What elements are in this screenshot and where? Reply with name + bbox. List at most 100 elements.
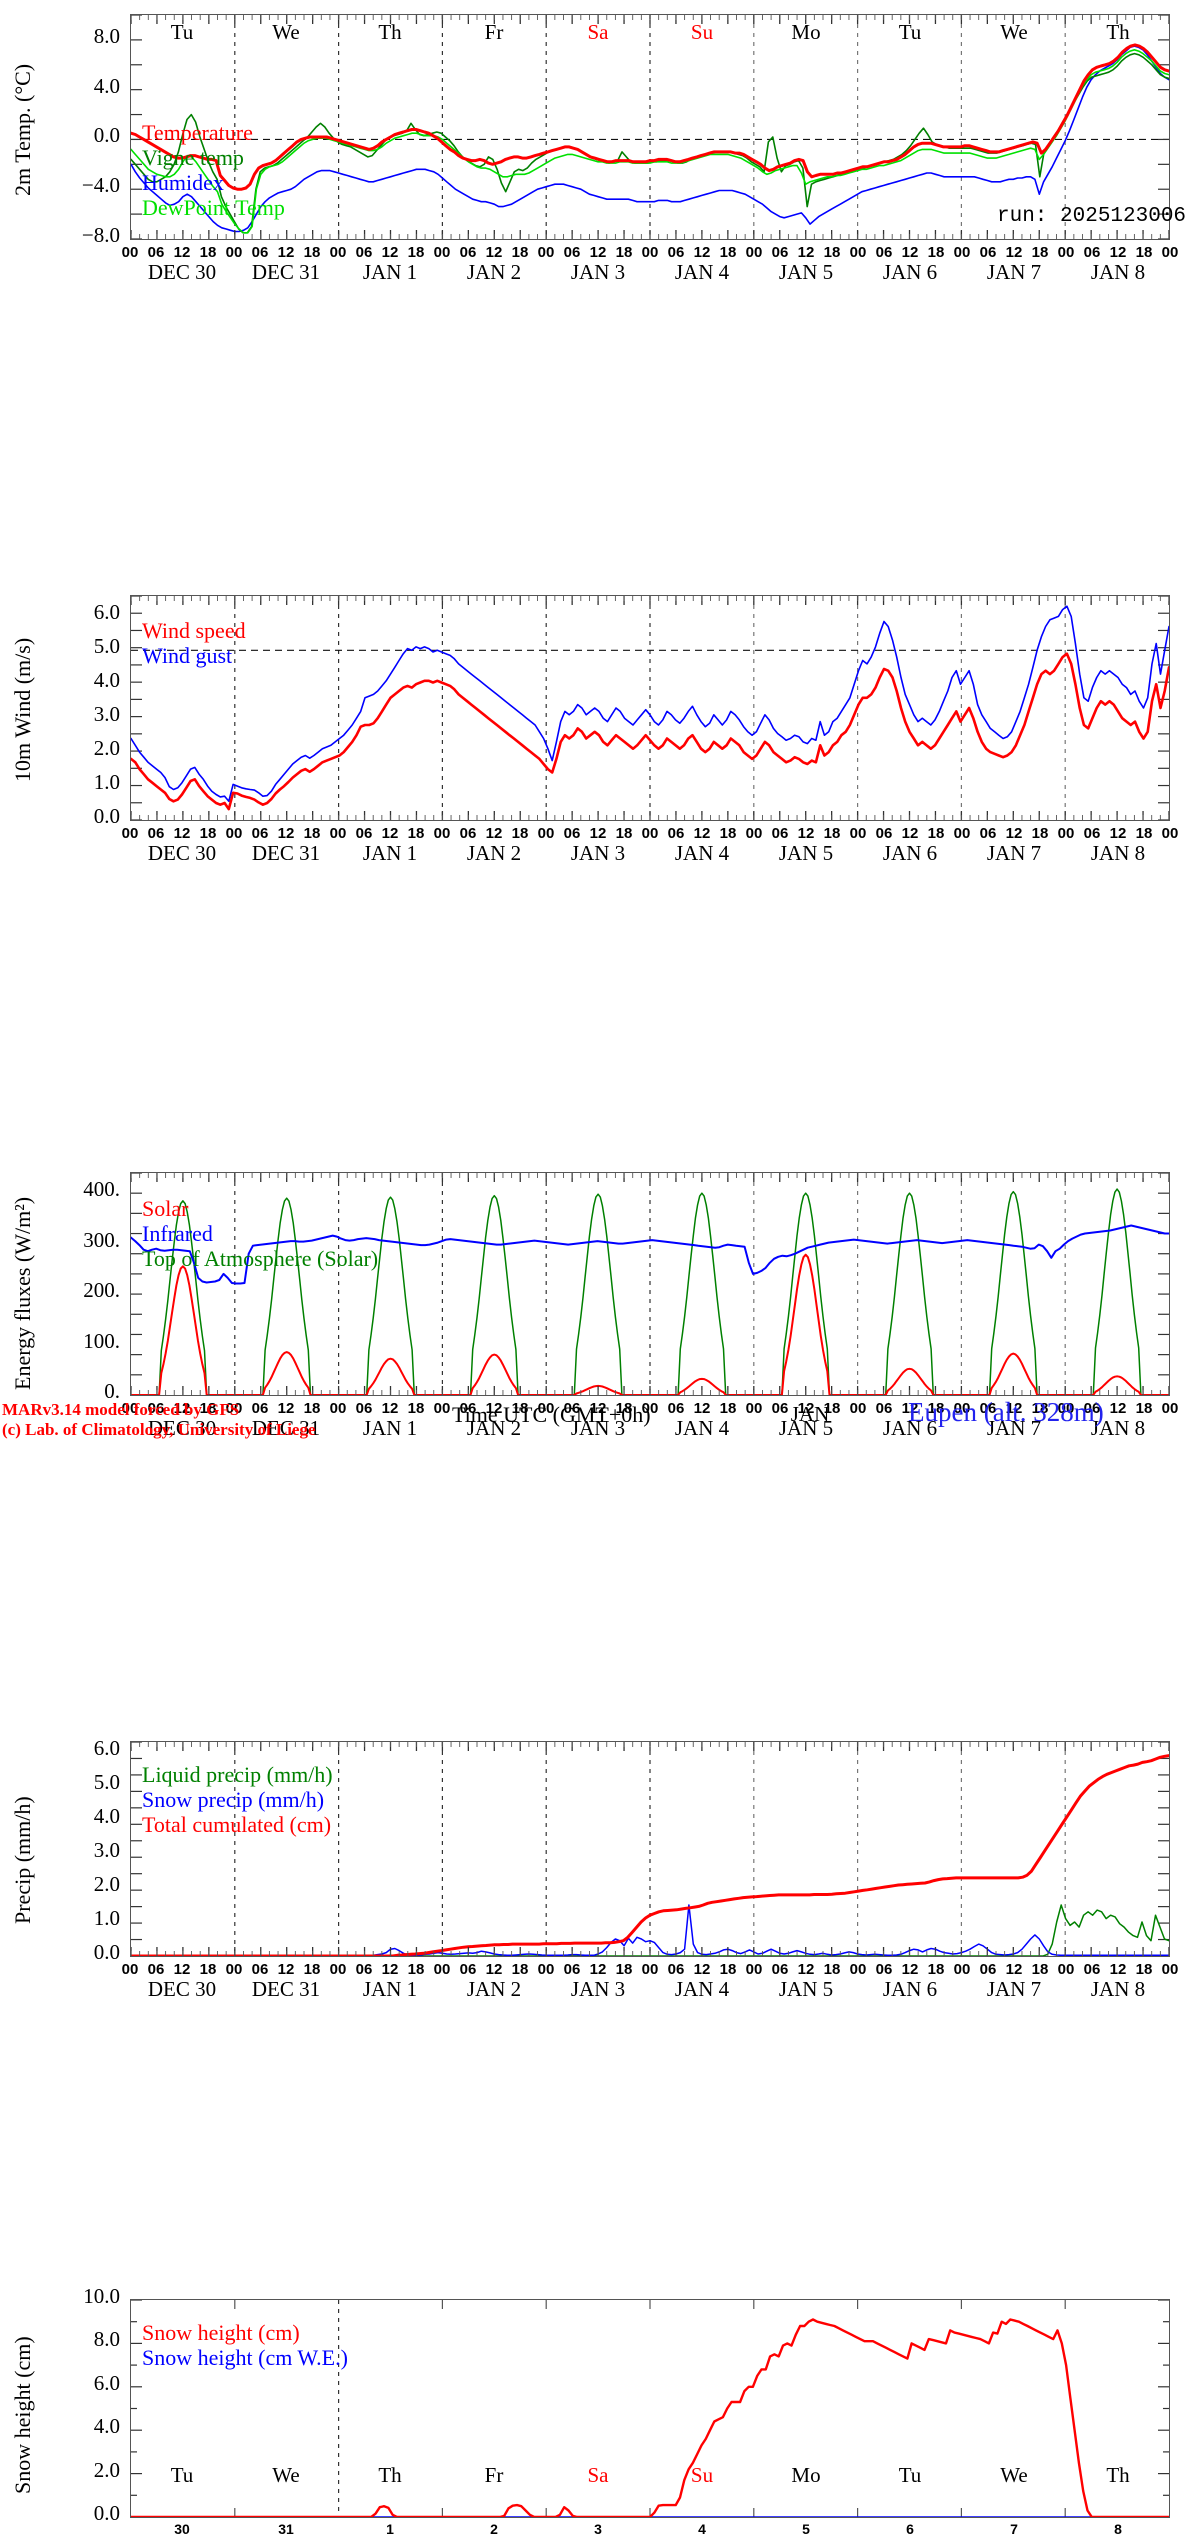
x-tick-hour: 06 [667, 1400, 685, 1417]
x-tick-hour: 12 [277, 1400, 295, 1417]
x-tick-hour: 12 [693, 1961, 711, 1978]
x-tick-hour: 06 [875, 825, 893, 842]
x-tick-hour: 00 [641, 1400, 659, 1417]
legend-energy: Solar Infrared Top of Atmosphere (Solar) [142, 1196, 378, 1271]
x-tick-hour: 06 [979, 244, 997, 261]
x-tick-hour: 18 [1135, 825, 1153, 842]
snow-day-name-th: Th [1106, 2463, 1130, 2487]
x-tick-hour: 00 [745, 1400, 763, 1417]
x-tick-day-number: 6 [906, 2521, 914, 2537]
x-tick-hour: 06 [563, 1400, 581, 1417]
x-tick-hour: 18 [1135, 1400, 1153, 1417]
legend-item-snow-precip: Snow precip (mm/h) [142, 1787, 325, 1812]
x-tick-hour: 00 [329, 1400, 347, 1417]
y-tick-wind: 4.0 [93, 668, 120, 693]
x-tick-hour: 00 [225, 1961, 243, 1978]
legend-item-total-cumulated: Total cumulated (cm) [142, 1812, 332, 1837]
x-tick-hour: 18 [511, 825, 529, 842]
x-tick-hour: 00 [745, 825, 763, 842]
x-tick-hour: 00 [1057, 825, 1075, 842]
x-tick-hour: 12 [173, 825, 191, 842]
x-tick-day-number: 7 [1010, 2521, 1018, 2537]
temperature-plot [131, 15, 1169, 239]
x-tick-hour: 00 [953, 825, 971, 842]
x-tick-hour: 18 [407, 244, 425, 261]
x-tick-hour: 06 [147, 1961, 165, 1978]
axis-label-precip: Precip (mm/h) [10, 1796, 35, 1924]
plot-frame-wind [130, 595, 1170, 821]
x-label-day: JAN 8 [1090, 1416, 1146, 1440]
x-tick-hour: 06 [1083, 244, 1101, 261]
x-tick-hour: 12 [901, 825, 919, 842]
legend-item-wind-speed: Wind speed [142, 618, 246, 643]
x-tick-hour: 00 [849, 244, 867, 261]
x-tick-hour: 12 [1005, 1400, 1023, 1417]
x-tick-hour: 12 [693, 1400, 711, 1417]
x-tick-hour: 12 [485, 825, 503, 842]
legend-item-toa-solar: Top of Atmosphere (Solar) [142, 1246, 379, 1271]
day-name-we: We [272, 20, 300, 44]
x-tick-hour: 00 [329, 244, 347, 261]
x-label-day: JAN 7 [986, 1416, 1042, 1440]
x-tick-hour: 18 [1031, 1400, 1049, 1417]
x-tick-hour: 06 [1083, 1961, 1101, 1978]
x-tick-hour: 18 [823, 1400, 841, 1417]
x-tick-hour: 12 [1109, 825, 1127, 842]
snow-day-name-we: We [1000, 2463, 1028, 2487]
x-label-day: JAN 7 [986, 1977, 1042, 2001]
x-tick-hour: 06 [459, 1400, 477, 1417]
x-tick-hour: 18 [823, 825, 841, 842]
y-tick-snow: 0.0 [93, 2501, 120, 2525]
x-tick-hour: 12 [797, 825, 815, 842]
x-tick-hour: 06 [667, 244, 685, 261]
panel-temperature: 2m Temp. (°C) Temperature Vigne temp Hum… [0, 0, 1194, 290]
x-tick-hour: 00 [1161, 825, 1179, 842]
legend-item-snow-height-we: Snow height (cm W.E.) [142, 2345, 348, 2370]
x-label-day: JAN 1 [362, 260, 418, 284]
legend-temperature: Temperature Vigne temp Humidex DewPoint … [142, 120, 285, 220]
x-tick-hour: 00 [329, 1961, 347, 1978]
x-tick-hour: 12 [173, 244, 191, 261]
x-tick-hour: 18 [407, 1961, 425, 1978]
day-name-sa: Sa [587, 20, 609, 44]
x-label-day: JAN 2 [466, 260, 522, 284]
day-name-su: Su [690, 20, 714, 44]
x-tick-hour: 06 [147, 244, 165, 261]
x-tick-hour: 00 [537, 1961, 555, 1978]
legend-item-wind-gust: Wind gust [142, 643, 233, 668]
x-tick-hour: 00 [953, 1400, 971, 1417]
x-tick-hour: 00 [849, 1400, 867, 1417]
x-tick-hour: 18 [1135, 244, 1153, 261]
snow-day-name-sa: Sa [587, 2463, 609, 2487]
x-tick-hour: 06 [147, 825, 165, 842]
time-axis-label: Time UTC (GMT+0h) [452, 1402, 651, 1427]
x-tick-hour: 12 [485, 1961, 503, 1978]
x-label-day: JAN 6 [882, 1416, 938, 1440]
x-tick-hour: 06 [459, 1961, 477, 1978]
x-label-day: JAN 6 [882, 841, 938, 865]
x-label-day: DEC 31 [251, 841, 321, 865]
x-tick-hour: 18 [719, 1961, 737, 1978]
y-tick-precip: 1.0 [93, 1906, 120, 1931]
x-label-day: JAN 5 [778, 1416, 834, 1440]
x-tick-hour: 18 [303, 825, 321, 842]
y-tick-snow: 10.0 [83, 2284, 120, 2308]
x-tick-hour: 12 [693, 825, 711, 842]
x-label-day: JAN 8 [1090, 260, 1146, 284]
panel-wind: 10m Wind (m/s) Wind speed Wind gust 6.0 5… [0, 290, 1194, 865]
x-tick-hour: 12 [1109, 244, 1127, 261]
x-tick-hour: 06 [563, 244, 581, 261]
y-tick-precip: 6.0 [93, 1736, 120, 1761]
x-tick-hour: 06 [563, 825, 581, 842]
x-label-day: JAN 4 [674, 841, 730, 865]
x-tick-hour: 00 [1161, 1961, 1179, 1978]
wind-plot [131, 596, 1169, 820]
x-label-day: DEC 30 [147, 260, 217, 284]
x-tick-hour: 00 [1057, 244, 1075, 261]
legend-item-dewpoint: DewPoint Temp [142, 195, 285, 220]
snow-day-name-mo: Mo [791, 2463, 821, 2487]
x-tick-hour: 06 [771, 1961, 789, 1978]
x-tick-hour: 06 [667, 1961, 685, 1978]
x-tick-hour: 06 [355, 1400, 373, 1417]
x-tick-hour: 12 [797, 1961, 815, 1978]
